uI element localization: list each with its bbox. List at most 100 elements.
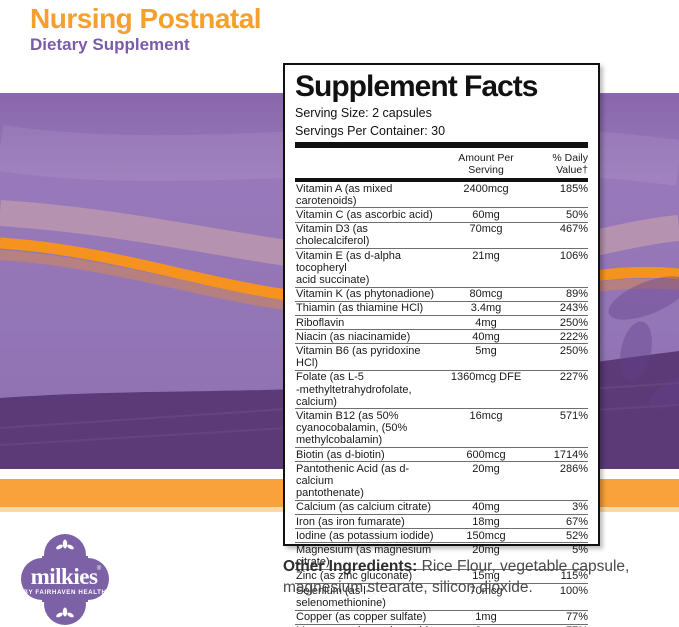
nutrient-daily-value: 250% xyxy=(559,344,588,357)
fact-row: Zinc (as zinc gluconate) 15mg 115% xyxy=(295,570,588,585)
fact-row: Vitamin C (as ascorbic acid) 60mg 50% xyxy=(295,208,588,223)
fact-row: Niacin (as niacinamide) 40mg 222% xyxy=(295,330,588,345)
fact-row: Copper (as copper sulfate) 1mg 77% xyxy=(295,611,588,625)
nutrient-amount: 70mcg xyxy=(469,584,503,597)
divider-bar-top xyxy=(295,142,588,148)
other-ingredients-label: Other Ingredients: xyxy=(283,558,418,575)
fact-row: Iodine (as potassium iodide) 150mcg 52% xyxy=(295,529,588,544)
supplement-facts-panel: Supplement Facts Serving Size: 2 capsule… xyxy=(283,63,600,627)
nutrient-daily-value: 100% xyxy=(559,584,588,597)
nutrient-amount: 5mg xyxy=(475,344,497,357)
nutrient-name: Vitamin E (as d-alpha tocopheryl acid su… xyxy=(296,249,401,286)
nutrient-daily-value: 571% xyxy=(559,409,588,422)
nutrient-amount: 2mg xyxy=(436,625,536,627)
nutrient-name: Thiamin (as thiamine HCl) xyxy=(296,302,424,315)
nutrient-daily-value: 106% xyxy=(559,249,588,262)
fact-row: Manganese (as amino acid chelate)2mg77% xyxy=(295,625,588,627)
nutrient-amount: 3.4mg xyxy=(470,302,502,315)
nutrient-daily-value: 115% xyxy=(560,570,588,583)
brand-header: Nursing Postnatal Dietary Supplement xyxy=(30,4,262,55)
fact-row: Pantothenic Acid (as d-calcium pantothen… xyxy=(295,462,588,501)
fact-row: Selenium (as l-selenomethionine) 70mcg 100… xyxy=(295,584,588,611)
nutrient-amount: 4mg xyxy=(475,316,497,329)
nutrient-daily-value: 250% xyxy=(559,316,588,329)
nutrient-name: Vitamin B6 (as pyridoxine HCl) xyxy=(296,344,421,370)
milkies-logo-graphic: milkies ® BY FAIRHAVEN HEALTH xyxy=(21,534,109,625)
fact-row: Vitamin D3 (as cholecalciferol) 70mcg 467% xyxy=(295,223,588,250)
nutrient-daily-value: 52% xyxy=(565,529,588,542)
nutrient-daily-value: 5% xyxy=(572,543,588,556)
nutrient-daily-value: 227% xyxy=(559,371,588,384)
fact-row: Vitamin B12 (as 50% cyanocobalamin, (50%… xyxy=(295,409,588,449)
sprout-icon-top xyxy=(56,539,74,550)
nutrient-daily-value: 286% xyxy=(559,462,588,475)
fact-row: Folate (as L-5 -methyltetrahydrofolate, … xyxy=(295,371,588,410)
nutrient-name: Biotin (as d-biotin) xyxy=(296,448,385,461)
nutrient-name: Vitamin C (as ascorbic acid) xyxy=(296,208,433,221)
column-header-daily-value: % Daily Value† xyxy=(552,152,588,176)
nutrient-name: Vitamin K (as phytonadione) xyxy=(296,288,434,301)
nutrient-amount: 1360mcg DFE xyxy=(450,371,522,384)
fact-row: Vitamin A (as mixed carotenoids) 2400mcg 1… xyxy=(295,182,588,209)
nutrient-amount: 80mcg xyxy=(469,288,503,301)
nutrient-daily-value: 222% xyxy=(559,330,588,343)
nutrient-amount: 20mg xyxy=(472,543,500,556)
nutrient-daily-value: 50% xyxy=(565,208,588,221)
fact-row: Thiamin (as thiamine HCl) 3.4mg 243% xyxy=(295,302,588,317)
nutrient-amount: 1mg xyxy=(475,611,497,623)
nutrient-name: Copper (as copper sulfate) xyxy=(296,611,427,623)
nutrient-daily-value: 67% xyxy=(565,515,588,528)
fact-row: Vitamin E (as d-alpha tocopheryl acid su… xyxy=(295,249,588,288)
serving-size: Serving Size: 2 capsules xyxy=(295,106,432,120)
sprout-icon-bottom xyxy=(56,607,74,618)
nutrient-amount: 150mcg xyxy=(466,529,506,542)
other-ingredients: Other Ingredients: Rice Flour, vegetable… xyxy=(283,556,675,598)
other-ingredients-text: Rice Flour, vegetable capsule, magnesium… xyxy=(283,558,630,596)
logo-wordmark: milkies xyxy=(31,564,98,589)
nutrient-name: Riboflavin xyxy=(296,316,345,329)
fact-row: Calcium (as calcium citrate) 40mg 3% xyxy=(295,501,588,516)
nutrient-name: Iodine (as potassium iodide) xyxy=(296,529,434,542)
milkies-logo: milkies ® BY FAIRHAVEN HEALTH xyxy=(20,532,110,627)
facts-column-headers: Amount Per Serving % Daily Value† xyxy=(295,148,588,182)
nutrient-amount: 40mg xyxy=(472,330,500,343)
fact-row: Riboflavin 4mg 250% xyxy=(295,316,588,331)
nutrient-daily-value: 89% xyxy=(565,288,588,301)
panel-title: Supplement Facts xyxy=(295,70,538,103)
nutrient-name: Calcium (as calcium citrate) xyxy=(296,501,432,514)
fact-row: Magnesium (as magnesium citrate) 20mg 5% xyxy=(295,543,588,570)
nutrient-name: Magnesium (as magnesium citrate) xyxy=(296,543,432,569)
nutrient-amount: 20mg xyxy=(472,462,500,475)
nutrient-amount: 600mcg xyxy=(466,448,506,461)
nutrient-amount: 16mcg xyxy=(469,409,503,422)
product-subtitle: Dietary Supplement xyxy=(30,35,190,54)
leaf-motif xyxy=(608,276,679,410)
nutrient-name: Vitamin D3 (as cholecalciferol) xyxy=(296,223,370,248)
nutrient-daily-value: 77% xyxy=(565,611,588,623)
nutrient-name: Iron (as iron fumarate) xyxy=(296,515,405,528)
fact-row: Biotin (as d-biotin) 600mcg 1714% xyxy=(295,448,588,463)
nutrient-amount: 40mg xyxy=(472,501,500,514)
nutrient-amount: 2400mcg xyxy=(463,182,509,195)
nutrient-amount: 60mg xyxy=(472,208,500,221)
nutrient-daily-value: 467% xyxy=(559,223,588,236)
logo-tagline: BY FAIRHAVEN HEALTH xyxy=(23,589,106,596)
nutrient-daily-value: 3% xyxy=(572,501,588,514)
facts-rows: Vitamin A (as mixed carotenoids) 2400mcg 1… xyxy=(295,182,588,627)
nutrient-name: Niacin (as niacinamide) xyxy=(296,330,411,343)
nutrient-amount: 70mcg xyxy=(469,223,503,236)
nutrient-daily-value: 77% xyxy=(536,625,588,627)
logo-registered-mark: ® xyxy=(97,565,102,572)
nutrient-daily-value: 243% xyxy=(559,302,588,315)
column-header-amount: Amount Per Serving xyxy=(458,152,514,176)
nutrient-amount: 15mg xyxy=(472,570,500,583)
fact-row: Iron (as iron fumarate) 18mg 67% xyxy=(295,515,588,530)
nutrient-name: Folate (as L-5 -methyltetrahydrofolate, … xyxy=(296,371,412,408)
nutrient-daily-value: 185% xyxy=(559,182,588,195)
nutrient-name: Vitamin B12 (as 50% cyanocobalamin, (50%… xyxy=(296,409,408,447)
nutrient-daily-value: 1714% xyxy=(553,448,588,461)
fact-row: Vitamin B6 (as pyridoxine HCl) 5mg 250% xyxy=(295,344,588,371)
nutrient-name: Vitamin A (as mixed carotenoids) xyxy=(296,182,393,207)
servings-per-container: Servings Per Container: 30 xyxy=(295,123,446,138)
